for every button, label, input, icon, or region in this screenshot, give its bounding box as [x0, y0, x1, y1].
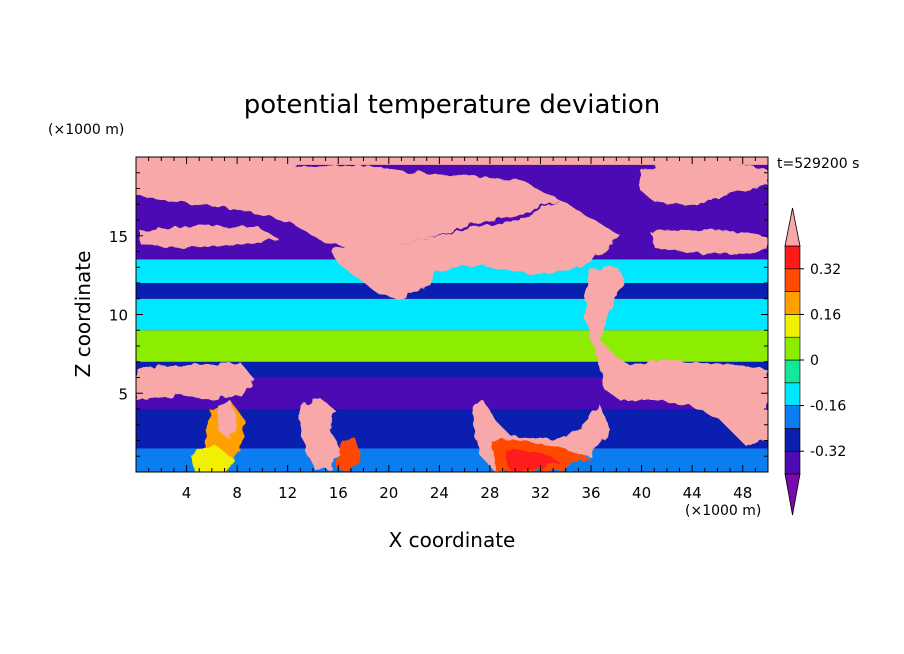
warm-plume-core-6: [217, 400, 238, 440]
colorbar-tick-label: -0.16: [810, 399, 846, 415]
upper-positive-region-2: [330, 200, 620, 300]
layer-band-6: [136, 283, 768, 299]
colorbar-bin-6: [784, 314, 801, 338]
x-tick-label: 32: [531, 484, 550, 502]
colorbar-max-arrow: [784, 207, 801, 247]
x-tick-label: 12: [278, 484, 297, 502]
colorbar-bin-1: [784, 428, 801, 452]
top-right-positive-region: [640, 160, 768, 205]
time-label: t=529200 s: [777, 156, 859, 172]
chart-title: potential temperature deviation: [244, 90, 660, 120]
x-tick-label: 24: [430, 484, 449, 502]
x-tick-label: 28: [480, 484, 499, 502]
x-tick-label: 40: [632, 484, 651, 502]
x-tick-label: 20: [379, 484, 398, 502]
positive-regions: [136, 157, 768, 472]
colorbar-bin-9: [784, 245, 801, 270]
left-upper-positive-region: [140, 225, 280, 248]
colorbar-tick-label: 0: [810, 353, 819, 369]
y-tick-label: 5: [118, 385, 128, 403]
layer-band-5: [136, 298, 768, 331]
colorbar-bin-7: [784, 291, 801, 315]
x-tick-label: 16: [329, 484, 348, 502]
layer-band-4: [136, 330, 768, 362]
colorbar-bin-4: [784, 359, 801, 384]
x-axis-label: X coordinate: [389, 528, 516, 552]
y-axis-label: Z coordinate: [71, 251, 95, 378]
colorbar-bin-5: [784, 336, 801, 361]
left-low-positive-region: [136, 362, 255, 400]
plume-positive-region: [300, 398, 340, 470]
y-tick-label: 10: [109, 307, 128, 325]
plot-area: [136, 157, 768, 472]
x-tick-label: 44: [683, 484, 702, 502]
colorbar-min-arrow: [784, 473, 801, 516]
colorbar-tick-label: -0.32: [810, 444, 846, 460]
x-axis: 4 8 12 16 20 24 28 32 36 40 44 48: [148, 157, 756, 502]
colorbar-bin-2: [784, 405, 801, 429]
layer-band-0: [136, 448, 768, 472]
colorbar-bin-8: [784, 268, 801, 292]
x-tick-label: 36: [581, 484, 600, 502]
x-unit-label: (×1000 m): [685, 503, 761, 519]
warm-plume-cores: [190, 400, 590, 472]
x-tick-label: 8: [232, 484, 242, 502]
colorbar-tick-label: 0.32: [810, 262, 841, 278]
y-tick-label: 15: [109, 228, 128, 246]
colorbar-bin-0: [784, 450, 801, 475]
warm-plume-core-2: [505, 450, 560, 470]
mid-right-positive-region: [650, 230, 768, 255]
x-tick-label: 4: [182, 484, 192, 502]
top-left-positive-region: [136, 157, 300, 183]
x-tick-label: 48: [733, 484, 752, 502]
y-unit-label: (×1000 m): [48, 122, 124, 138]
warm-plume-core-4: [190, 445, 235, 472]
colorbar-bin-3: [784, 382, 801, 406]
colorbar: 0.32 0.16 0 -0.16 -0.32: [784, 207, 846, 516]
warm-plume-core-5: [336, 438, 360, 472]
y-axis: 5 10 15: [109, 172, 768, 457]
colorbar-tick-label: 0.16: [810, 307, 841, 323]
right-column-positive-region: [585, 265, 768, 445]
upper-positive-region: [136, 160, 560, 248]
